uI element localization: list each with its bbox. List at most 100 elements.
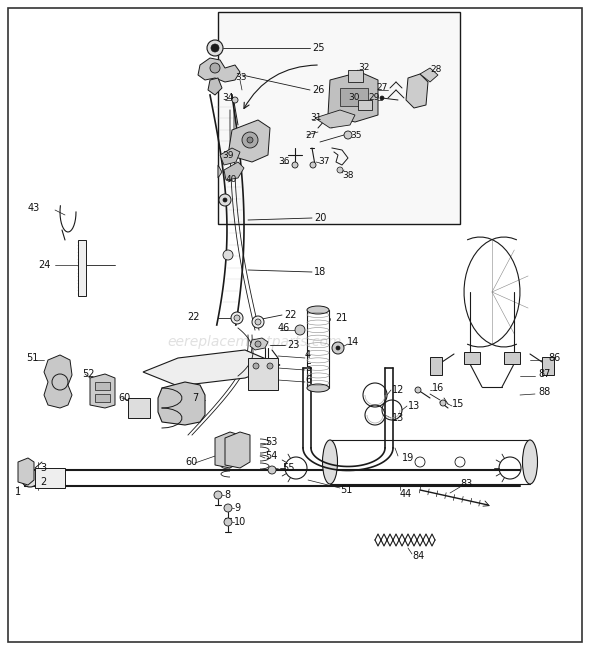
Bar (128, 398, 150, 418)
Text: 35: 35 (350, 131, 362, 140)
Ellipse shape (323, 440, 337, 484)
Circle shape (232, 97, 238, 103)
Bar (464, 352, 480, 364)
Text: 29: 29 (368, 94, 379, 103)
Circle shape (234, 315, 240, 321)
Polygon shape (143, 350, 280, 386)
Circle shape (247, 137, 253, 143)
Circle shape (332, 342, 344, 354)
Circle shape (415, 387, 421, 393)
Circle shape (214, 491, 222, 499)
Polygon shape (44, 355, 72, 408)
Polygon shape (225, 432, 250, 468)
Text: 12: 12 (392, 385, 404, 395)
Circle shape (440, 400, 446, 406)
Text: 26: 26 (312, 85, 324, 95)
Bar (348, 70, 363, 82)
Circle shape (21, 469, 39, 487)
Text: 53: 53 (265, 437, 277, 447)
Circle shape (231, 312, 243, 324)
Circle shape (295, 325, 305, 335)
Circle shape (268, 466, 276, 474)
Circle shape (207, 40, 223, 56)
Text: 22: 22 (188, 312, 200, 322)
Bar (430, 357, 442, 375)
Polygon shape (158, 382, 205, 425)
Text: 31: 31 (310, 114, 322, 122)
Text: eereplacementparts.com: eereplacementparts.com (168, 335, 342, 349)
Text: 38: 38 (342, 170, 353, 179)
Text: 4: 4 (305, 350, 311, 360)
Polygon shape (198, 58, 240, 82)
Text: 3: 3 (40, 463, 46, 473)
Circle shape (255, 319, 261, 325)
Circle shape (292, 162, 298, 168)
Text: 55: 55 (282, 463, 294, 473)
Ellipse shape (307, 384, 329, 392)
Text: 18: 18 (314, 267, 326, 277)
Circle shape (380, 96, 384, 100)
Circle shape (223, 250, 233, 260)
Text: 13: 13 (408, 401, 420, 411)
Polygon shape (420, 68, 438, 82)
Text: 86: 86 (548, 353, 560, 363)
Circle shape (252, 316, 264, 328)
Ellipse shape (523, 440, 537, 484)
Text: 88: 88 (538, 387, 550, 397)
Circle shape (223, 198, 227, 202)
Text: 52: 52 (82, 369, 94, 379)
Bar (542, 357, 554, 375)
Polygon shape (250, 338, 268, 350)
Circle shape (267, 363, 273, 369)
Polygon shape (220, 148, 240, 165)
Text: 39: 39 (222, 151, 234, 159)
Text: 27: 27 (376, 83, 388, 92)
Circle shape (210, 63, 220, 73)
Polygon shape (90, 374, 115, 408)
Polygon shape (228, 120, 270, 162)
Bar (248, 358, 278, 390)
Polygon shape (315, 110, 355, 128)
Polygon shape (328, 72, 378, 122)
Circle shape (337, 167, 343, 173)
Circle shape (253, 363, 259, 369)
Text: 22: 22 (284, 310, 297, 320)
Bar (218, 12, 460, 224)
Text: 54: 54 (265, 451, 277, 461)
Bar (358, 100, 372, 110)
Text: 43: 43 (28, 203, 40, 213)
Text: 44: 44 (400, 489, 412, 499)
Polygon shape (218, 165, 222, 178)
Text: 25: 25 (312, 43, 324, 53)
Text: 46: 46 (278, 323, 290, 333)
Text: 10: 10 (234, 517, 246, 527)
Text: 30: 30 (348, 94, 359, 103)
Bar (504, 352, 520, 364)
Bar (95, 382, 110, 390)
Circle shape (242, 132, 258, 148)
Text: 2: 2 (40, 477, 46, 487)
Text: 5: 5 (305, 363, 312, 373)
Text: 34: 34 (222, 94, 234, 103)
Text: 60: 60 (185, 457, 197, 467)
Circle shape (310, 162, 316, 168)
Text: 7: 7 (192, 393, 198, 403)
Text: 37: 37 (318, 157, 329, 166)
Text: 15: 15 (452, 399, 464, 409)
Text: 36: 36 (278, 157, 290, 166)
Text: 1: 1 (15, 487, 21, 497)
Bar (35, 468, 65, 488)
Text: 19: 19 (402, 453, 414, 463)
Polygon shape (208, 78, 222, 95)
Text: 23: 23 (287, 340, 299, 350)
Text: 28: 28 (430, 66, 441, 75)
Circle shape (219, 194, 231, 206)
Text: 51: 51 (340, 485, 352, 495)
Text: 32: 32 (358, 64, 369, 73)
Text: 87: 87 (538, 369, 550, 379)
Text: 20: 20 (314, 213, 326, 223)
Text: 33: 33 (235, 73, 247, 83)
Circle shape (255, 341, 261, 347)
Bar (340, 88, 368, 106)
Text: 9: 9 (234, 503, 240, 513)
